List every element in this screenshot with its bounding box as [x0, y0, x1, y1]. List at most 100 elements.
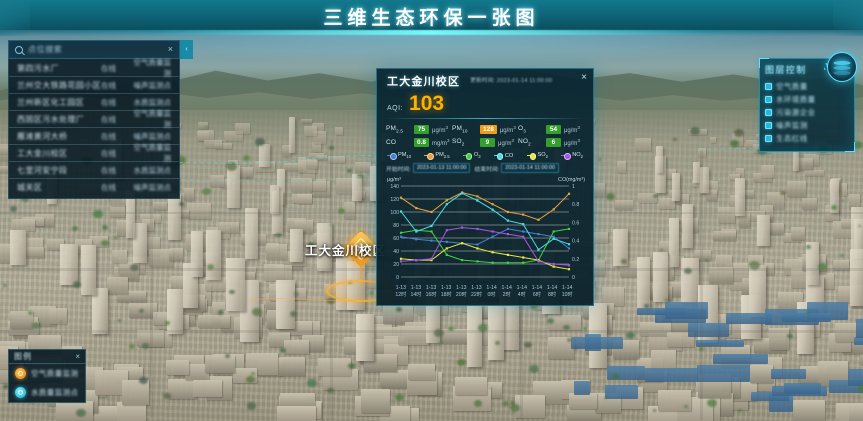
layer-checkbox[interactable]: [765, 83, 772, 90]
station-type: 空气质量监测: [133, 58, 172, 78]
aqi-label: AQI:: [387, 105, 404, 112]
chart-legend-item[interactable]: PM10: [387, 152, 411, 162]
marker-stem: [360, 262, 362, 292]
metric-value-badge: 0.8: [414, 138, 430, 147]
station-list-item[interactable]: 西固区污水处理厂 在线 空气质量监测: [9, 109, 179, 129]
x-tick-date: 1-14: [531, 285, 543, 292]
chart-data-point: [491, 208, 494, 211]
station-status: 在线: [101, 114, 116, 124]
legend-series-label: NO2: [572, 152, 583, 160]
layer-item[interactable]: 空气质量: [765, 80, 849, 93]
x-tick-hour: 0时: [487, 291, 496, 298]
chart-data-point: [415, 229, 418, 232]
x-tick-hour: 18时: [440, 291, 452, 298]
x-tick-hour: 10时: [561, 291, 573, 298]
station-name: 雁滩黄河大桥: [17, 131, 68, 141]
chart-legend-item[interactable]: PM2.5: [424, 152, 450, 162]
x-tick-date: 1-13: [456, 285, 467, 292]
layer-item[interactable]: 污染源企业: [765, 106, 849, 119]
start-time-input[interactable]: 2023-01-13 11:00:00: [412, 163, 471, 174]
station-type: 空气质量监测: [133, 109, 172, 129]
metric-unit: mg/m3: [432, 138, 450, 147]
chart-data-point: [430, 211, 433, 214]
station-list-item[interactable]: 兰州交大铁路花园小区 在线 噪声监测点: [9, 77, 179, 94]
station-name: 西固区污水处理厂: [17, 114, 85, 124]
x-tick-hour: 8时: [548, 291, 557, 298]
metric-value-badge: 54: [545, 125, 561, 134]
chart-data-point: [476, 199, 479, 202]
chart-data-point: [522, 235, 525, 238]
chart-data-point: [567, 243, 571, 246]
chart-data-point: [506, 227, 509, 231]
start-time-group: 开始时间: 2023-01-13 11:00:00: [386, 163, 471, 174]
chart-legend-item[interactable]: O3: [462, 152, 481, 162]
station-list-item[interactable]: 兰州新区化工园区 在线 水质监测点: [9, 94, 179, 111]
close-icon[interactable]: ×: [75, 351, 80, 361]
x-axis-tick: 1-14 0时: [486, 285, 496, 298]
layers-globe-icon[interactable]: [827, 52, 857, 82]
chart-data-point: [537, 248, 540, 251]
chart-data-point: [476, 243, 479, 246]
station-list-item[interactable]: 工大金川校区 在线 空气质量监测: [9, 143, 179, 163]
layer-label: 污染源企业: [776, 108, 816, 117]
search-bar[interactable]: 点位搜索 × ‹: [8, 40, 193, 59]
panel-collapse-toggle[interactable]: ‹: [180, 40, 193, 59]
station-list-item[interactable]: 第四污水厂 在线 空气质量监测: [9, 58, 179, 78]
close-icon[interactable]: ×: [167, 44, 173, 54]
x-tick-date: 1-14: [501, 285, 512, 292]
legend-series-label: CO: [504, 152, 514, 159]
chart-data-point: [399, 196, 403, 199]
layer-checkbox[interactable]: [765, 96, 772, 103]
chart-legend-item[interactable]: CO: [493, 152, 514, 162]
x-tick-date: 1-13: [395, 285, 406, 292]
chart-legend-item[interactable]: SO2: [526, 152, 548, 162]
metric-name: CO: [386, 139, 397, 146]
chart-data-point: [552, 208, 555, 211]
station-type: 空气质量监测: [133, 143, 172, 163]
chart-left-unit: μg/m³: [387, 177, 401, 184]
layer-item[interactable]: 水环境质量: [765, 93, 849, 106]
chart-data-point: [445, 253, 448, 257]
x-axis-tick: 1-13 22时: [471, 285, 482, 298]
layer-checkbox[interactable]: [765, 135, 772, 142]
station-list-item[interactable]: 七里河安宁段 在线 水质监测点: [9, 162, 179, 179]
chart-data-point: [567, 227, 571, 231]
legend-panel: 图例 × 空气质量监测 水质量监测点: [8, 349, 86, 403]
station-status: 在线: [101, 80, 116, 90]
x-axis-tick: 1-13 14时: [410, 285, 421, 298]
legend-series-label: O3: [473, 152, 481, 160]
x-tick-date: 1-13: [471, 285, 482, 292]
chart-data-point: [537, 233, 540, 236]
layer-label: 水环境质量: [776, 95, 816, 104]
layer-checkbox[interactable]: [765, 109, 772, 116]
legend-item[interactable]: 空气质量监测: [9, 364, 85, 383]
station-list-item[interactable]: 雁滩黄河大桥 在线 噪声监测点: [9, 128, 179, 145]
chart-data-point: [506, 253, 509, 257]
end-time-input[interactable]: 2023-01-14 11:00:00: [501, 163, 559, 174]
station-type: 噪声监测点: [133, 80, 172, 90]
chart-data-point: [567, 247, 571, 250]
layer-control-frame: 图层控制 空气质量 水环境质量 污染源企业 噪声监测 生态红线: [759, 58, 855, 152]
y-axis-tick-label: 40: [393, 249, 399, 255]
layer-checkbox[interactable]: [765, 122, 772, 129]
chart-legend-item[interactable]: NO2: [561, 152, 583, 162]
chart-data-point: [552, 263, 555, 266]
station-status: 在线: [101, 183, 116, 192]
header-underline-glow: [0, 30, 863, 35]
popup-header: 工大金川校区 更新时间: 2023-01-14 11:00:00 ×: [377, 69, 593, 93]
layer-item[interactable]: 噪声监测: [765, 119, 849, 132]
update-time-label: 更新时间:: [470, 78, 496, 84]
search-input[interactable]: 点位搜索: [28, 45, 63, 54]
layer-item[interactable]: 生态红线: [765, 132, 849, 145]
legend-item[interactable]: 水质量监测点: [9, 383, 85, 402]
y-axis-tick-label: 120: [390, 197, 399, 203]
station-type: 水质监测点: [133, 165, 172, 175]
x-tick-date: 1-13: [440, 285, 452, 292]
chart-data-point: [430, 230, 433, 233]
close-icon[interactable]: ×: [581, 72, 587, 83]
station-list-item[interactable]: 城关区 在线 噪声监测点: [9, 179, 179, 196]
metric-name: SO2: [451, 138, 465, 147]
chart-data-point: [491, 251, 494, 254]
layer-label: 噪声监测: [776, 121, 808, 130]
